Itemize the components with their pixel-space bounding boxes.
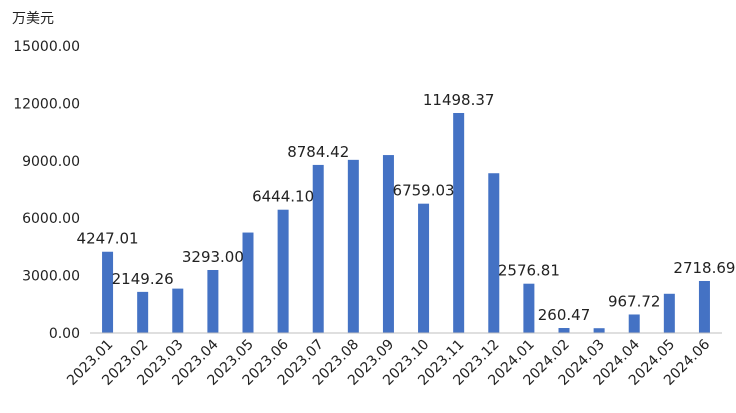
bar-2024.05: [663, 293, 675, 333]
bar-2023.11: [453, 112, 465, 333]
bar-2023.09: [382, 155, 394, 333]
bar-2024.06: [698, 280, 710, 333]
bar-2024.04: [628, 314, 640, 333]
data-label: 3293.00: [182, 248, 244, 266]
bar-2023.07: [312, 164, 324, 333]
data-label: 2576.81: [498, 262, 560, 280]
bar-2024.01: [523, 283, 535, 333]
bar-2023.12: [488, 173, 500, 333]
y-axis-unit-label: 万美元: [12, 11, 54, 27]
data-label: 6444.10: [252, 188, 314, 206]
bar-2023.05: [242, 232, 254, 333]
bar-2023.06: [277, 209, 289, 333]
y-axis-ticks: 0.00 3000.00 6000.00 9000.00 12000.00 15000.0…: [13, 39, 80, 342]
data-label: 967.72: [608, 292, 661, 310]
bar-2023.02: [137, 291, 149, 333]
data-labels: 4247.01 2149.26 3293.00 6444.10 8784.42 6759.…: [77, 91, 736, 324]
bar-2023.01: [102, 251, 114, 333]
data-label: 4247.01: [77, 230, 139, 248]
y-tick-label: 15000.00: [13, 39, 80, 55]
bar-2024.03: [593, 328, 605, 333]
y-tick-label: 9000.00: [22, 154, 80, 170]
y-tick-label: 3000.00: [22, 269, 80, 285]
data-label: 260.47: [538, 306, 591, 324]
data-label: 6759.03: [393, 182, 455, 200]
bar-2023.08: [347, 159, 359, 333]
bar-2023.10: [418, 203, 430, 333]
data-label: 8784.42: [287, 143, 349, 161]
y-tick-label: 0.00: [49, 326, 80, 342]
bar-2023.03: [172, 288, 184, 333]
y-tick-label: 6000.00: [22, 211, 80, 227]
x-axis-ticks: 2023.012023.022023.032023.042023.052023.…: [64, 336, 713, 388]
y-tick-label: 12000.00: [13, 96, 80, 112]
bar-2023.04: [207, 269, 219, 333]
data-label: 2149.26: [112, 270, 174, 288]
data-label: 2718.69: [673, 259, 735, 277]
data-label: 11498.37: [423, 91, 495, 109]
bars: [102, 112, 710, 333]
bar-2024.02: [558, 328, 570, 333]
